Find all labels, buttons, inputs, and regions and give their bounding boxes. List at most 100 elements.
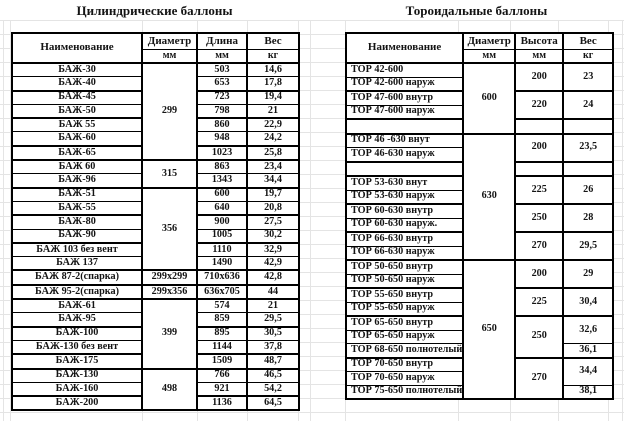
cell-name: ТОР 47-600 внутр	[344, 91, 465, 106]
cell-length: 948	[196, 131, 248, 147]
cell-height	[514, 161, 565, 177]
cell-name: ТОР 53-630 наруж	[344, 190, 465, 205]
cell-length: 653	[196, 76, 248, 92]
header-row: Наименование Диаметр Длина Вес	[11, 33, 300, 64]
table-row: ТОР 47-600 наруж	[344, 105, 613, 120]
cell-length: 600	[196, 187, 248, 202]
cell-height: 225	[514, 288, 565, 317]
cell-weight: 28	[562, 204, 615, 233]
cell-name: БАЖ-80	[11, 215, 143, 230]
cell-name: БАЖ-90	[11, 229, 143, 244]
cell-name: ТОР 42-600	[344, 63, 465, 78]
cell-name	[344, 119, 465, 135]
cell-weight: 17,8	[246, 76, 300, 92]
cell-length: 859	[196, 312, 248, 328]
cell-length: 1023	[196, 145, 248, 162]
table-row: БАЖ-95 859 29,5	[11, 312, 300, 328]
table-row: ТОР 47-600 внутр 220 24	[344, 91, 615, 120]
cell-length: 766	[196, 368, 248, 383]
cell-name: ТОР 60-630 внутр	[344, 204, 465, 219]
cell-length: 640	[196, 201, 248, 217]
toroidal-table: Наименование Диаметр Высота Вес мм мм кг…	[344, 32, 615, 400]
cell-height: 270	[514, 232, 565, 261]
table-row: БАЖ-90 1005 30,2	[11, 229, 300, 244]
sheet-gridline-vertical	[10, 20, 11, 421]
cell-weight: 21	[246, 299, 300, 314]
cell-height: 250	[514, 316, 565, 359]
header-length-unit: мм	[196, 49, 248, 64]
cell-weight: 42,8	[246, 270, 300, 286]
table-row: ТОР 66-630 внутр 270 29,5	[344, 232, 615, 261]
cell-name: ТОР 70-650 внутр	[344, 357, 465, 372]
table-row: БАЖ-50 798 21	[11, 104, 300, 120]
table-row: ТОР 55-650 внутр 225 30,4	[344, 288, 615, 317]
table-row: ТОР 50-650 внутр 650 200 29	[344, 260, 615, 400]
cell-name: БАЖ-61	[11, 299, 143, 314]
cell-name: БАЖ-100	[11, 326, 143, 341]
cell-name	[344, 161, 465, 177]
header-diameter-unit: мм	[141, 49, 198, 64]
cell-length: 895	[196, 326, 248, 341]
cell-name: БАЖ-200	[11, 396, 143, 412]
table-row	[344, 161, 615, 177]
table-row: ТОР 75-650 полнотелый 38,1	[344, 385, 615, 400]
cell-length: 1136	[196, 396, 248, 412]
cell-name: ТОР 53-630 внут	[344, 176, 465, 191]
cell-weight: 19,7	[246, 187, 300, 202]
cell-name: ТОР 75-650 полнотелый	[344, 385, 465, 400]
cell-length: 574	[196, 299, 248, 314]
header-row: Наименование Диаметр Высота Вес	[344, 33, 615, 64]
cylindrical-table: Наименование Диаметр Длина Вес мм мм кг …	[11, 32, 300, 412]
cell-name: ТОР 60-630 наруж.	[344, 218, 465, 233]
cell-name: БАЖ 60	[11, 160, 143, 175]
cell-diameter: 498	[141, 368, 198, 412]
table-row: ТОР 66-630 наруж	[344, 246, 613, 261]
cell-length: 1110	[196, 242, 248, 258]
header-length: Длина	[196, 33, 248, 50]
cell-weight: 26	[562, 176, 615, 205]
table-row: БАЖ 87-2(спарка) 299x299 710x636 42,8	[11, 270, 300, 286]
cell-weight: 19,4	[246, 90, 300, 105]
cell-name: БАЖ-95	[11, 312, 143, 328]
cell-weight: 37,8	[246, 340, 300, 356]
cell-weight: 27,5	[246, 215, 300, 230]
table-row: БАЖ 60 315 863 23,4	[11, 160, 300, 189]
cell-weight: 32,6	[562, 316, 615, 344]
cell-name: БАЖ 55	[11, 118, 143, 133]
sheet-gridline-vertical	[3, 20, 4, 421]
header-units-row: мм мм кг	[12, 49, 300, 64]
cell-name: БАЖ-160	[11, 382, 143, 398]
cell-height: 220	[514, 91, 565, 120]
table-row: ТОР 50-650 наруж	[344, 274, 613, 289]
table-row: ТОР 46-630 наруж	[344, 147, 613, 163]
table-row: ТОР 70-650 наруж	[344, 371, 613, 386]
cell-name: БАЖ 103 без вент	[11, 242, 143, 258]
cell-length: 503	[196, 63, 248, 78]
table-row: БАЖ 103 без вент 1110 32,9	[11, 242, 300, 258]
table-row: БАЖ-60 948 24,2	[11, 131, 300, 147]
table-row: ТОР 65-650 наруж	[344, 330, 613, 344]
cell-length: 798	[196, 104, 248, 120]
cell-weight	[562, 119, 615, 135]
table-row: БАЖ-80 900 27,5	[11, 215, 300, 230]
cell-weight: 64,5	[246, 396, 300, 412]
cell-name: БАЖ-55	[11, 201, 143, 217]
cell-weight: 29	[562, 260, 615, 289]
cell-weight: 25,8	[246, 145, 300, 162]
cell-weight: 48,7	[246, 354, 300, 370]
cell-weight: 36,1	[562, 343, 615, 359]
cell-name: БАЖ-45	[11, 90, 143, 105]
cell-name: БАЖ-30	[11, 63, 143, 78]
cell-name: ТОР 65-650 наруж	[344, 330, 465, 344]
cell-length: 723	[196, 90, 248, 105]
cell-weight: 29,5	[562, 232, 615, 261]
cell-name: БАЖ-175	[11, 354, 143, 370]
table-row: БАЖ-61 399 574 21	[11, 299, 300, 370]
cell-name: ТОР 47-600 наруж	[344, 105, 465, 120]
table-row: БАЖ-55 640 20,8	[11, 201, 300, 217]
toroidal-table-title: Тороидальные баллоны	[405, 3, 548, 18]
cell-weight: 42,9	[246, 256, 300, 272]
table-row: ТОР 53-630 внут 225 26	[344, 176, 615, 205]
cell-name: ТОР 66-630 внутр	[344, 232, 465, 247]
